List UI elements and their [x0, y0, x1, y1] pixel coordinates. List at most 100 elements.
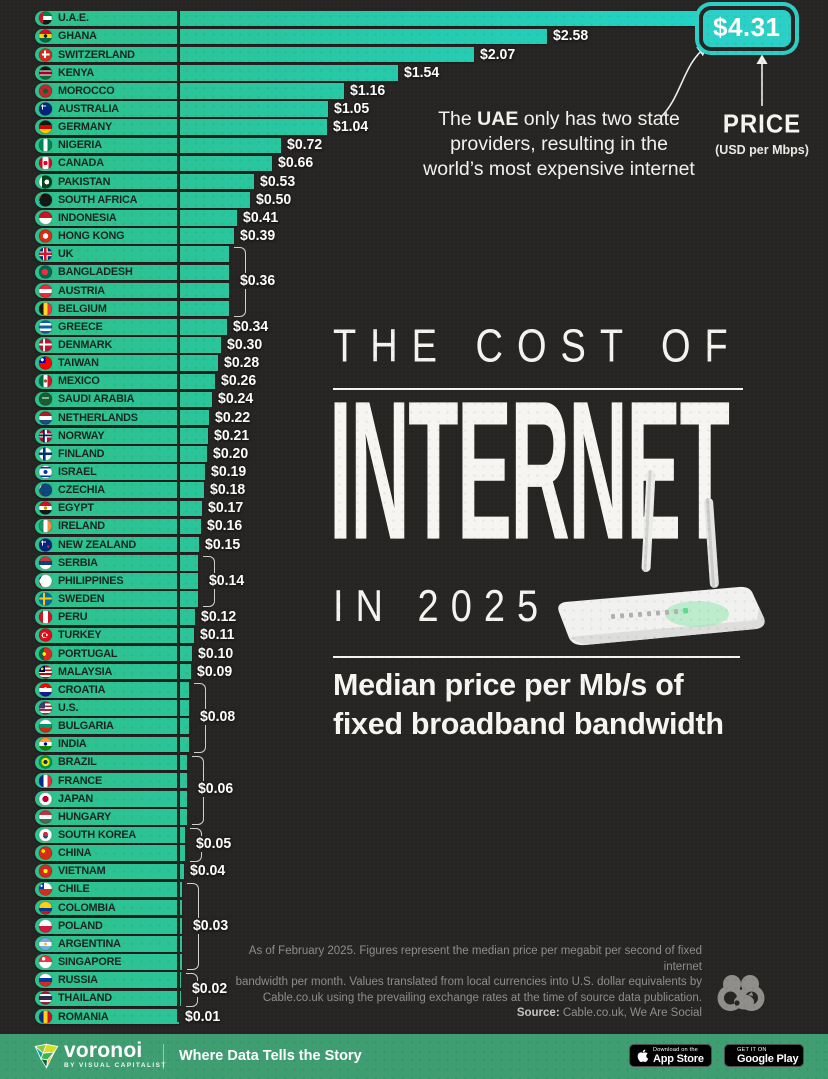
bar-row-japan: JAPAN: [35, 790, 307, 807]
annotation-text-bold: UAE: [477, 108, 519, 130]
flag-icon-nigeria: [39, 138, 52, 152]
bar-row-hungary: HUNGARY: [35, 809, 307, 825]
group-value-label-0-05: $0.05: [194, 835, 234, 852]
flag-icon-mexico: [39, 374, 52, 388]
value-label-denmark: $0.30: [226, 336, 263, 353]
country-label-singapore: SINGAPORE: [58, 956, 122, 969]
value-label-norway: $0.21: [214, 427, 250, 444]
country-label-bangladesh: BANGLADESH: [58, 266, 133, 279]
value-label-israel: $0.19: [211, 464, 247, 481]
flag-icon-ghana: [39, 29, 52, 43]
bar-row-thailand: THAILAND: [35, 990, 301, 1007]
bar-indonesia: [35, 210, 237, 226]
country-label-ireland: IRELAND: [58, 520, 105, 533]
bar-u-s: [35, 700, 190, 716]
value-label-egypt: $0.17: [208, 500, 244, 517]
bar-row-vietnam: VIETNAM $0.04: [35, 863, 304, 879]
flag-icon-u-s: [39, 701, 52, 715]
flag-icon-chile: [39, 882, 52, 896]
value-label-morocco: $1.16: [349, 82, 386, 99]
flag-icon-china: [39, 846, 52, 860]
country-label-bulgaria: BULGARIA: [58, 720, 114, 733]
footnote-line-1: As of February 2025. Figures represent t…: [248, 945, 702, 973]
flag-icon-bulgaria: [39, 719, 52, 733]
country-label-finland: FINLAND: [58, 447, 105, 460]
flag-icon-portugal: [39, 647, 52, 661]
apple-icon: [637, 1048, 648, 1062]
value-label-peru: $0.12: [201, 609, 237, 626]
price-unit-label: (USD per Mbps): [715, 143, 809, 157]
bar-row-austria: AUSTRIA: [35, 282, 349, 299]
google-play-line1: GET IT ON: [737, 1046, 767, 1053]
bar-row-ireland: IRELAND $0.16: [35, 518, 321, 535]
bar-kenya: [35, 64, 399, 81]
bar-row-indonesia: INDONESIA $0.41: [35, 210, 357, 226]
bar-row-new-zealand: NEW ZEALAND $0.15: [35, 537, 319, 553]
bar-hungary: [35, 809, 187, 825]
footnote-line-2: bandwidth per month. Values translated f…: [235, 976, 702, 988]
chart-subtitle: Median price per Mb/s of fixed broadband…: [333, 666, 724, 744]
flag-icon-india: [39, 737, 52, 751]
country-label-colombia: COLOMBIA: [58, 901, 116, 914]
bar-row-israel: ISRAEL $0.19: [35, 464, 325, 480]
bar-row-brazil: BRAZIL: [35, 754, 307, 771]
country-label-canada: CANADA: [58, 157, 104, 170]
flag-icon-vietnam: [39, 864, 52, 878]
country-label-new-zealand: NEW ZEALAND: [58, 538, 137, 551]
flag-icon-south-africa: [39, 193, 52, 207]
app-store-badge[interactable]: Download on the App Store: [629, 1044, 712, 1067]
bar-canada: [35, 155, 273, 172]
country-label-netherlands: NETHERLANDS: [58, 411, 138, 424]
value-label-czechia: $0.18: [209, 482, 245, 499]
bar-row-germany: GERMANY $1.04: [35, 119, 447, 135]
country-label-south-korea: SOUTH KOREA: [58, 829, 137, 842]
value-label-malaysia: $0.09: [196, 663, 233, 680]
country-label-czechia: CZECHIA: [58, 484, 105, 497]
bar-romania: [35, 1008, 180, 1025]
bar-row-greece: GREECE $0.34: [35, 319, 347, 335]
flag-icon-peru: [39, 610, 52, 624]
bar-ghana: [35, 28, 547, 45]
footnote-line-3: Cable.co.uk using the prevailing exchang…: [262, 991, 702, 1004]
group-value-label-0-14: $0.14: [207, 572, 247, 589]
flag-icon-serbia: [39, 556, 52, 570]
bar-row-bangladesh: BANGLADESH: [35, 264, 349, 281]
price-label: PRICE: [722, 109, 802, 140]
group-value-label-0-03: $0.03: [191, 917, 231, 934]
value-label-mexico: $0.26: [221, 373, 257, 390]
bar-new-zealand: [35, 536, 200, 553]
country-label-switzerland: SWITZERLAND: [58, 48, 135, 61]
flag-icon-australia: [39, 102, 52, 116]
flag-icon-czechia: [39, 483, 52, 497]
price-axis-label: PRICE (USD per Mbps): [703, 109, 821, 157]
bar-row-serbia: SERBIA: [35, 555, 318, 571]
country-label-poland: POLAND: [58, 919, 103, 932]
group-value-label-0-36: $0.36: [238, 273, 278, 290]
bar-bangladesh: [35, 264, 230, 281]
flag-icon-hungary: [39, 810, 52, 824]
app-store-text: Download on the App Store: [653, 1047, 704, 1065]
value-label-ireland: $0.16: [206, 518, 243, 535]
value-label-germany: $1.04: [332, 119, 368, 136]
bar-row-mexico: MEXICO $0.26: [35, 373, 335, 390]
country-label-saudi-arabia: SAUDI ARABIA: [58, 393, 135, 406]
bar-egypt: [35, 500, 203, 517]
bar-netherlands: [35, 409, 210, 426]
value-label-finland: $0.20: [212, 445, 248, 462]
value-label-portugal: $0.10: [198, 645, 234, 662]
google-play-badge[interactable]: GET IT ON Google Play: [724, 1044, 804, 1067]
country-label-vietnam: VIETNAM: [58, 865, 106, 878]
bar-norway: [35, 427, 209, 444]
flag-icon-colombia: [39, 901, 52, 915]
bar-row-australia: AUSTRALIA $1.05: [35, 101, 448, 117]
bar-turkey: [35, 627, 194, 644]
country-label-turkey: TURKEY: [58, 629, 102, 642]
bar-row-morocco: MOROCCO $1.16: [35, 83, 464, 99]
country-label-taiwan: TAIWAN: [58, 357, 99, 370]
bar-hong-kong: [35, 228, 234, 244]
bar-poland: [35, 918, 183, 934]
bar-china: [35, 845, 186, 861]
value-label-new-zealand: $0.15: [205, 536, 241, 553]
country-label-thailand: THAILAND: [58, 992, 112, 1005]
group-value-label-0-08: $0.08: [198, 708, 238, 725]
